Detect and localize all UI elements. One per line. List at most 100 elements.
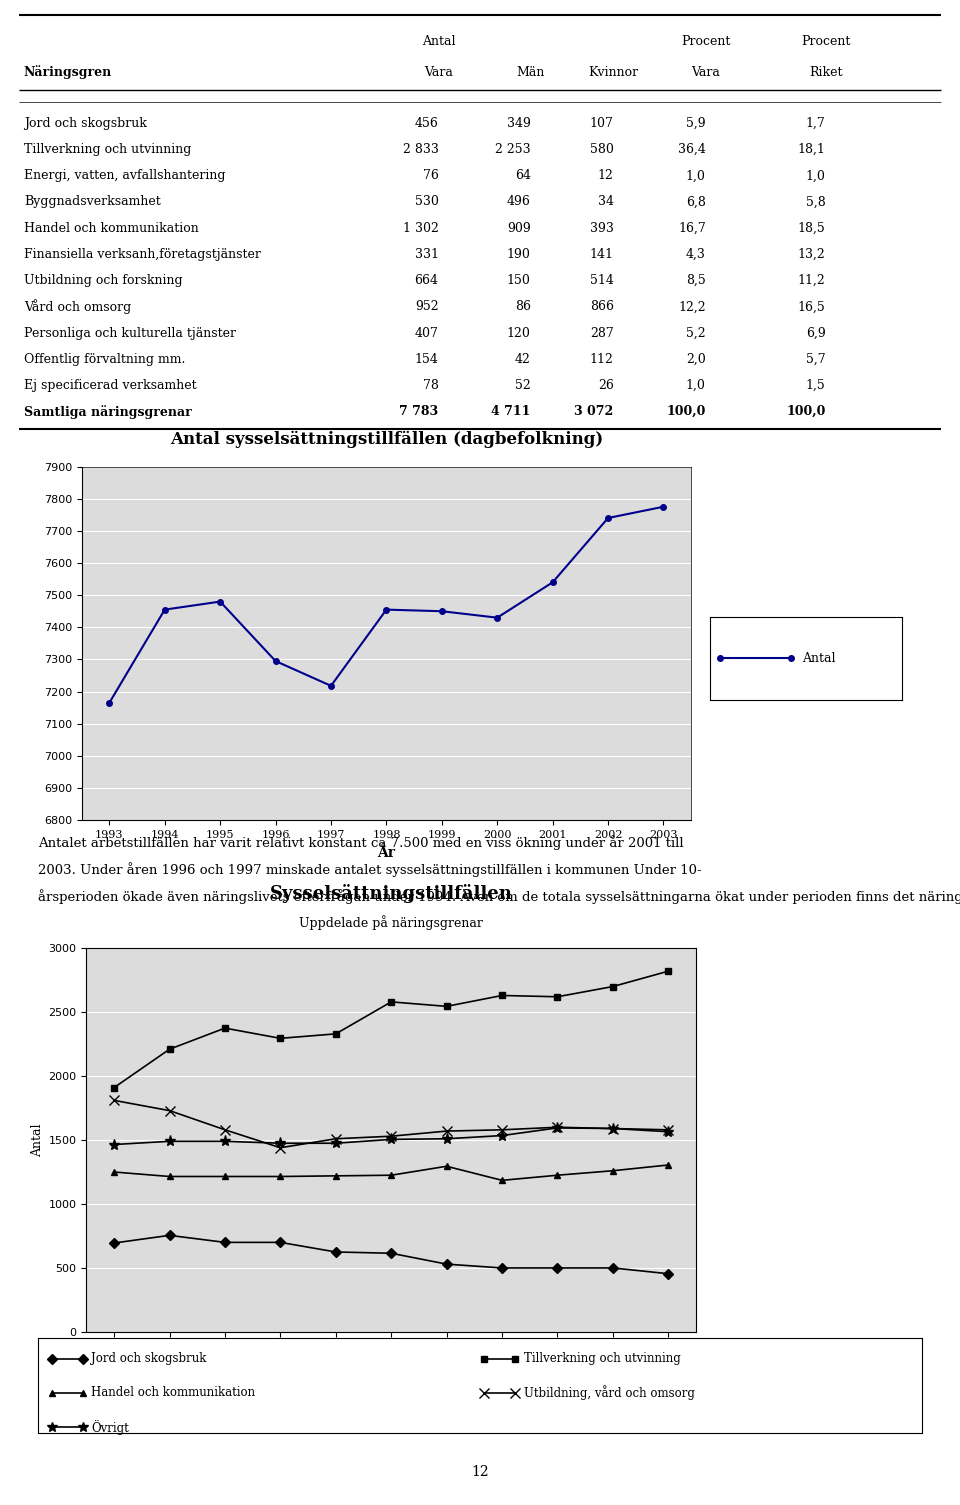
Övrigt [164, 1132, 176, 1150]
Övrigt [108, 1135, 120, 1153]
Jord och skogsbruk [662, 1264, 674, 1282]
Text: 5,2: 5,2 [686, 327, 706, 340]
X-axis label: År: År [382, 1358, 400, 1371]
Text: 16,7: 16,7 [678, 221, 706, 235]
Övrigt [441, 1130, 452, 1148]
Text: 514: 514 [589, 274, 613, 287]
Text: årsperioden ökade även näringslivets efterfrågan under 1994. Även om de totala s: årsperioden ökade även näringslivets eft… [38, 889, 960, 905]
Text: 18,1: 18,1 [798, 143, 826, 157]
Text: 64: 64 [515, 169, 531, 182]
Text: 1,0: 1,0 [685, 169, 706, 182]
Handel och kommunikation [496, 1171, 508, 1189]
Text: 34: 34 [598, 196, 613, 209]
Utbildning, vård och omsorg [607, 1120, 618, 1138]
Handel och kommunikation [662, 1156, 674, 1174]
Text: Antal: Antal [421, 36, 455, 48]
Handel och kommunikation [441, 1157, 452, 1175]
Övrigt [496, 1127, 508, 1145]
Text: Riket: Riket [809, 66, 842, 78]
Utbildning, vård och omsorg [385, 1127, 396, 1145]
Text: Procent: Procent [801, 36, 851, 48]
Text: Offentlig förvaltning mm.: Offentlig förvaltning mm. [24, 352, 185, 366]
Utbildning, vård och omsorg [108, 1091, 120, 1109]
Utbildning, vård och omsorg [219, 1121, 230, 1139]
Text: Handel och kommunikation: Handel och kommunikation [91, 1386, 255, 1400]
Antal [436, 602, 447, 620]
Line: Antal: Antal [107, 504, 666, 706]
Övrigt [330, 1135, 342, 1153]
Övrigt [662, 1123, 674, 1141]
Antal [270, 652, 281, 670]
Text: 952: 952 [415, 301, 439, 313]
Text: 2 833: 2 833 [402, 143, 439, 157]
Text: 112: 112 [589, 352, 613, 366]
Tillverkning och utvinning [330, 1025, 342, 1043]
Text: 1,0: 1,0 [805, 169, 826, 182]
Line: Utbildning, vård och omsorg: Utbildning, vård och omsorg [109, 1096, 673, 1153]
Line: Övrigt: Övrigt [108, 1123, 674, 1150]
Text: 120: 120 [507, 327, 531, 340]
Text: 4,3: 4,3 [685, 248, 706, 260]
Text: 11,2: 11,2 [798, 274, 826, 287]
Tillverkning och utvinning [441, 998, 452, 1016]
Utbildning, vård och omsorg [275, 1139, 286, 1157]
Text: 1 302: 1 302 [402, 221, 439, 235]
Text: 496: 496 [507, 196, 531, 209]
Text: Sysselsättningstillfällen: Sysselsättningstillfällen [270, 883, 513, 903]
Tillverkning och utvinning [552, 987, 564, 1005]
Utbildning, vård och omsorg [164, 1102, 176, 1120]
Text: Handel och kommunikation: Handel och kommunikation [24, 221, 199, 235]
Text: 190: 190 [507, 248, 531, 260]
Jord och skogsbruk [219, 1234, 230, 1252]
Text: 154: 154 [415, 352, 439, 366]
Tillverkning och utvinning [662, 962, 674, 980]
Text: 3 072: 3 072 [574, 405, 613, 418]
Text: 6,8: 6,8 [685, 196, 706, 209]
Antal [658, 498, 669, 516]
Text: Jord och skogsbruk: Jord och skogsbruk [91, 1353, 206, 1365]
Line: Tillverkning och utvinning: Tillverkning och utvinning [110, 968, 672, 1091]
Jord och skogsbruk [441, 1255, 452, 1273]
Text: Tillverkning och utvinning: Tillverkning och utvinning [24, 143, 191, 157]
Text: Antal sysselsättningstillfällen (dagbefolkning): Antal sysselsättningstillfällen (dagbefo… [170, 432, 603, 448]
Text: Byggnadsverksamhet: Byggnadsverksamhet [24, 196, 160, 209]
Text: 13,2: 13,2 [798, 248, 826, 260]
Text: 86: 86 [515, 301, 531, 313]
Text: Tillverkning och utvinning: Tillverkning och utvinning [524, 1353, 681, 1365]
Utbildning, vård och omsorg [552, 1118, 564, 1136]
Antal [325, 677, 337, 695]
Tillverkning och utvinning [607, 978, 618, 996]
Text: Utbildning och forskning: Utbildning och forskning [24, 274, 182, 287]
Text: 331: 331 [415, 248, 439, 260]
Text: Vara: Vara [424, 66, 453, 78]
Text: 2 253: 2 253 [495, 143, 531, 157]
Jord och skogsbruk [385, 1245, 396, 1263]
Jord och skogsbruk [552, 1258, 564, 1276]
Handel och kommunikation [385, 1166, 396, 1184]
Tillverkning och utvinning [275, 1029, 286, 1047]
Antal [381, 600, 393, 619]
Jord och skogsbruk [164, 1227, 176, 1245]
Jord och skogsbruk [108, 1234, 120, 1252]
Antal [602, 509, 613, 527]
Text: 407: 407 [415, 327, 439, 340]
Jord och skogsbruk [607, 1258, 618, 1276]
Text: 530: 530 [415, 196, 439, 209]
Text: 1,0: 1,0 [685, 379, 706, 391]
Text: Vård och omsorg: Vård och omsorg [24, 299, 132, 315]
Utbildning, vård och omsorg [330, 1130, 342, 1148]
Text: 42: 42 [515, 352, 531, 366]
Övrigt [607, 1120, 618, 1138]
Text: Finansiella verksanh,företagstjänster: Finansiella verksanh,företagstjänster [24, 248, 261, 260]
X-axis label: År: År [377, 846, 396, 859]
Text: Ej specificerad verksamhet: Ej specificerad verksamhet [24, 379, 197, 391]
Text: 18,5: 18,5 [798, 221, 826, 235]
Text: 78: 78 [422, 379, 439, 391]
Text: 36,4: 36,4 [678, 143, 706, 157]
Text: 7 783: 7 783 [399, 405, 439, 418]
Text: Övrigt: Övrigt [91, 1419, 130, 1434]
Text: Näringsgren: Näringsgren [24, 65, 112, 80]
Text: Samtliga näringsgrenar: Samtliga näringsgrenar [24, 405, 192, 418]
Antal [492, 608, 503, 626]
Text: 100,0: 100,0 [666, 405, 706, 418]
